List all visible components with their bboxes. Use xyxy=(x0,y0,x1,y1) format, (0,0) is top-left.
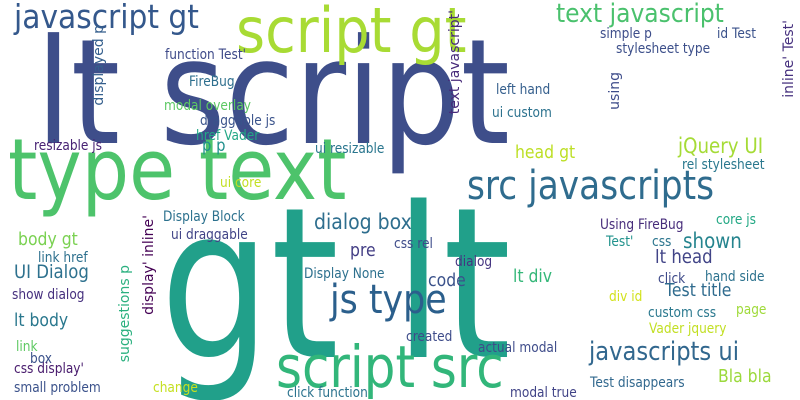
word-link: link xyxy=(16,339,38,355)
word-simple-p: simple p xyxy=(600,26,652,42)
word-show-dialog: show dialog xyxy=(12,287,85,303)
word-css: css xyxy=(652,234,672,250)
word-display-none: Display None xyxy=(304,266,385,282)
word-ui-resizable: ui resizable xyxy=(315,141,385,157)
word-javascripts-ui: javascripts ui xyxy=(589,337,740,367)
word-gt-lt: gt lt xyxy=(160,162,512,400)
word-ui-dialog: UI Dialog xyxy=(14,261,89,283)
word-test-title: Test title xyxy=(665,280,732,301)
word-custom-css: custom css xyxy=(648,305,717,321)
word-inline-test: inline' Test' xyxy=(781,20,797,98)
word-small-problem: small problem xyxy=(14,380,101,396)
word-hand-side: hand side xyxy=(705,269,765,285)
word-test: Test' xyxy=(606,234,634,250)
word-vader-jquery: Vader jquery xyxy=(649,321,727,337)
word-body-gt: body gt xyxy=(18,229,78,250)
word-core-js: core js xyxy=(716,212,756,228)
word-click-function: click function xyxy=(287,385,368,400)
word-code: code xyxy=(428,270,466,291)
word-click: click xyxy=(658,271,686,287)
word-resizable-js: resizable js xyxy=(34,138,103,154)
word-using: using xyxy=(607,72,623,110)
word-ui-core: ui core xyxy=(220,175,262,191)
word-css-display: css display' xyxy=(14,361,84,377)
word-javascript-gt: javascript gt xyxy=(14,0,199,36)
word-css-rel: css rel xyxy=(394,236,433,252)
word-js-type: js type xyxy=(330,277,447,323)
word-bla-bla: Bla bla xyxy=(718,366,772,387)
word-ui-draggable: ui draggable xyxy=(171,227,248,243)
word-modal-true: modal true xyxy=(510,385,577,400)
word-stylesheet-type: stylesheet type xyxy=(616,41,711,57)
word-script-gt: script gt xyxy=(236,0,467,67)
word-text-javascript: text javascript xyxy=(556,0,724,29)
word-jquery-ui: jQuery UI xyxy=(678,134,764,158)
word-p-p: p p xyxy=(202,136,226,156)
word-dialog: dialog xyxy=(455,254,493,270)
word-shown: shown xyxy=(683,229,742,253)
word-dialog-box: dialog box xyxy=(314,210,412,234)
word-src-javascripts: src javascripts xyxy=(467,163,715,209)
word-lt-div: lt div xyxy=(513,266,553,287)
word-page: page xyxy=(736,302,767,318)
word-lt-head: lt head xyxy=(655,246,713,268)
word-rel-stylesheet: rel stylesheet xyxy=(682,157,765,173)
word-text-javascript: text javascript' xyxy=(447,10,463,115)
word-lt-body: lt body xyxy=(14,310,69,331)
word-display-inline: display' inline' xyxy=(141,215,157,315)
word-div-id: div id xyxy=(609,289,643,305)
word-modal-overlay: modal overlay xyxy=(164,98,251,114)
word-id-test: id Test xyxy=(717,26,756,42)
word-test-disappears: Test disappears xyxy=(590,375,685,391)
word-type-text: type text xyxy=(8,121,347,220)
word-href-vader: href Vader xyxy=(196,128,260,144)
word-displayed-p: displayed p xyxy=(91,25,107,106)
word-display-block: Display Block xyxy=(163,209,245,225)
word-firebug: FireBug xyxy=(189,74,235,90)
word-change: change xyxy=(153,380,198,396)
word-box: box xyxy=(30,351,53,367)
word-left-hand: left hand xyxy=(496,82,551,98)
word-head-gt: head gt xyxy=(515,142,576,163)
word-using-firebug: Using FireBug xyxy=(600,217,684,233)
word-link-href: link href xyxy=(38,250,88,266)
word-pre: pre xyxy=(350,240,376,261)
word-function-test: function Test' xyxy=(165,47,246,63)
word-lt-script: lt script xyxy=(36,8,510,178)
word-suggestions-p: suggestions p xyxy=(117,265,133,363)
word-actual-modal: actual modal xyxy=(478,340,558,356)
word-created: created xyxy=(406,329,453,345)
word-draggable-js: draggable js xyxy=(200,113,276,129)
word-ui-custom: ui custom xyxy=(492,105,552,121)
word-script-src: script src xyxy=(276,333,504,400)
